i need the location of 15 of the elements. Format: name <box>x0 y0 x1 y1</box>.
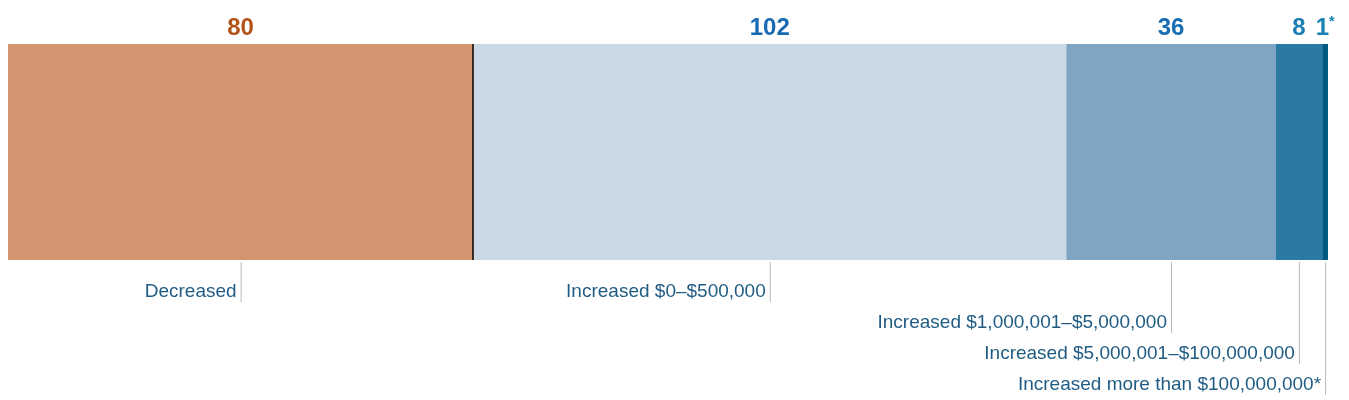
data-label: 102 <box>749 12 790 40</box>
bar <box>1322 44 1328 260</box>
series-label: Decreased <box>144 280 237 301</box>
data-label: 8 <box>1292 12 1306 40</box>
text: Increased $5,000,001–$100,000,000 <box>984 342 1295 363</box>
text: Increased more than $100,000,000* <box>1017 373 1322 394</box>
text: Increased $1,000,001–$5,000,000 <box>877 311 1167 332</box>
bar <box>473 44 1067 260</box>
data-label: 1* <box>1315 12 1336 40</box>
series-label: Increased $0–$500,000 <box>566 280 766 301</box>
data-label: 36 <box>1157 12 1185 40</box>
bar <box>1275 44 1323 260</box>
data-label: 80 <box>227 12 254 40</box>
bar <box>8 44 474 260</box>
bar <box>1066 44 1276 260</box>
